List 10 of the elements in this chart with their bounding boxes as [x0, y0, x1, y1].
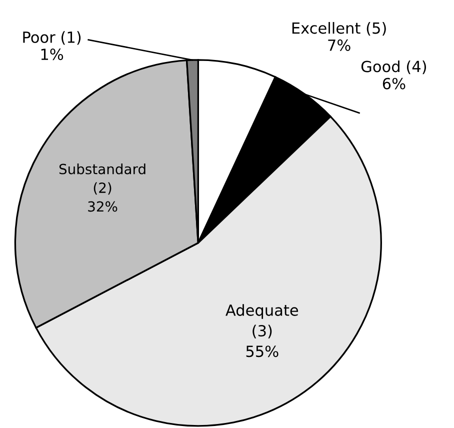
slice-label: Substandard (2): [59, 164, 146, 195]
data-label: 1%: [41, 48, 64, 60]
slice-label: Excellent (5): [292, 22, 386, 36]
data-label: 7%: [328, 39, 350, 51]
data-label: 32%: [88, 201, 118, 212]
data-label: 55%: [246, 346, 278, 358]
slice-label: Adequate (3): [226, 304, 298, 338]
data-label: 6%: [382, 78, 406, 90]
slice-label: Good (4): [361, 60, 426, 74]
slice-label: Poor (1): [23, 31, 81, 45]
